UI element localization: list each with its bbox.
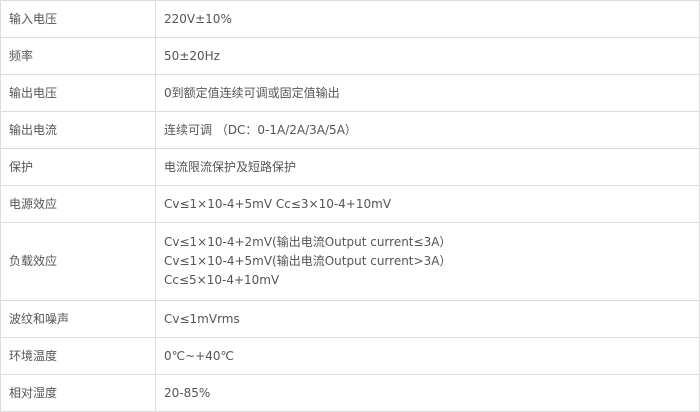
spec-value-line: 20-85% [164, 385, 211, 400]
spec-label: 电源效应 [0, 185, 156, 223]
table-row: 环境温度 0℃~+40℃ [0, 337, 700, 375]
spec-label: 环境温度 [0, 337, 156, 375]
table-row: 负载效应 Cv≤1×10-4+2mV(输出电流Output current≤3A）… [0, 222, 700, 301]
spec-value-line: Cc≤5×10-4+10mV [164, 273, 280, 287]
spec-value: 50±20Hz [155, 37, 700, 75]
table-row: 频率 50±20Hz [0, 37, 700, 75]
spec-value-line: 0℃~+40℃ [164, 348, 234, 363]
spec-label: 输入电压 [0, 0, 156, 38]
spec-value: 0到额定值连续可调或固定值输出 [155, 74, 700, 112]
spec-value: Cv≤1×10-4+5mV Cc≤3×10-4+10mV [155, 185, 700, 223]
table-row: 输出电流 连续可调 （DC：0-1A/2A/3A/5A） [0, 111, 700, 149]
spec-value: Cv≤1mVrms [155, 300, 700, 338]
spec-value-line: Cv≤1mVrms [164, 311, 240, 326]
spec-value: 0℃~+40℃ [155, 337, 700, 375]
spec-value-line: Cv≤1×10-4+5mV Cc≤3×10-4+10mV [164, 196, 392, 211]
spec-value: Cv≤1×10-4+2mV(输出电流Output current≤3A） Cv≤1… [155, 222, 700, 301]
spec-label: 输出电流 [0, 111, 156, 149]
spec-value: 220V±10% [155, 0, 700, 38]
spec-value-line: Cv≤1×10-4+5mV(输出电流Output current>3A） [164, 254, 452, 268]
spec-value-line: 连续可调 （DC：0-1A/2A/3A/5A） [164, 122, 357, 137]
spec-label: 负载效应 [0, 222, 156, 301]
spec-value-line: Cv≤1×10-4+2mV(输出电流Output current≤3A） [164, 235, 452, 249]
table-row: 波纹和噪声 Cv≤1mVrms [0, 300, 700, 338]
spec-value-line: 电流限流保护及短路保护 [164, 159, 297, 174]
spec-value: 连续可调 （DC：0-1A/2A/3A/5A） [155, 111, 700, 149]
spec-label: 波纹和噪声 [0, 300, 156, 338]
table-row: 输出电压 0到额定值连续可调或固定值输出 [0, 74, 700, 112]
table-row: 电源效应 Cv≤1×10-4+5mV Cc≤3×10-4+10mV [0, 185, 700, 223]
spec-value: 电流限流保护及短路保护 [155, 148, 700, 186]
spec-label: 保护 [0, 148, 156, 186]
table-row: 保护 电流限流保护及短路保护 [0, 148, 700, 186]
spec-value-line: 220V±10% [164, 11, 232, 26]
spec-value-line: 50±20Hz [164, 48, 220, 63]
spec-value-line: 0到额定值连续可调或固定值输出 [164, 85, 340, 100]
table-row: 输入电压 220V±10% [0, 0, 700, 38]
spec-label: 频率 [0, 37, 156, 75]
table-row: 相对湿度 20-85% [0, 374, 700, 412]
spec-label: 相对湿度 [0, 374, 156, 412]
spec-value: 20-85% [155, 374, 700, 412]
spec-label: 输出电压 [0, 74, 156, 112]
